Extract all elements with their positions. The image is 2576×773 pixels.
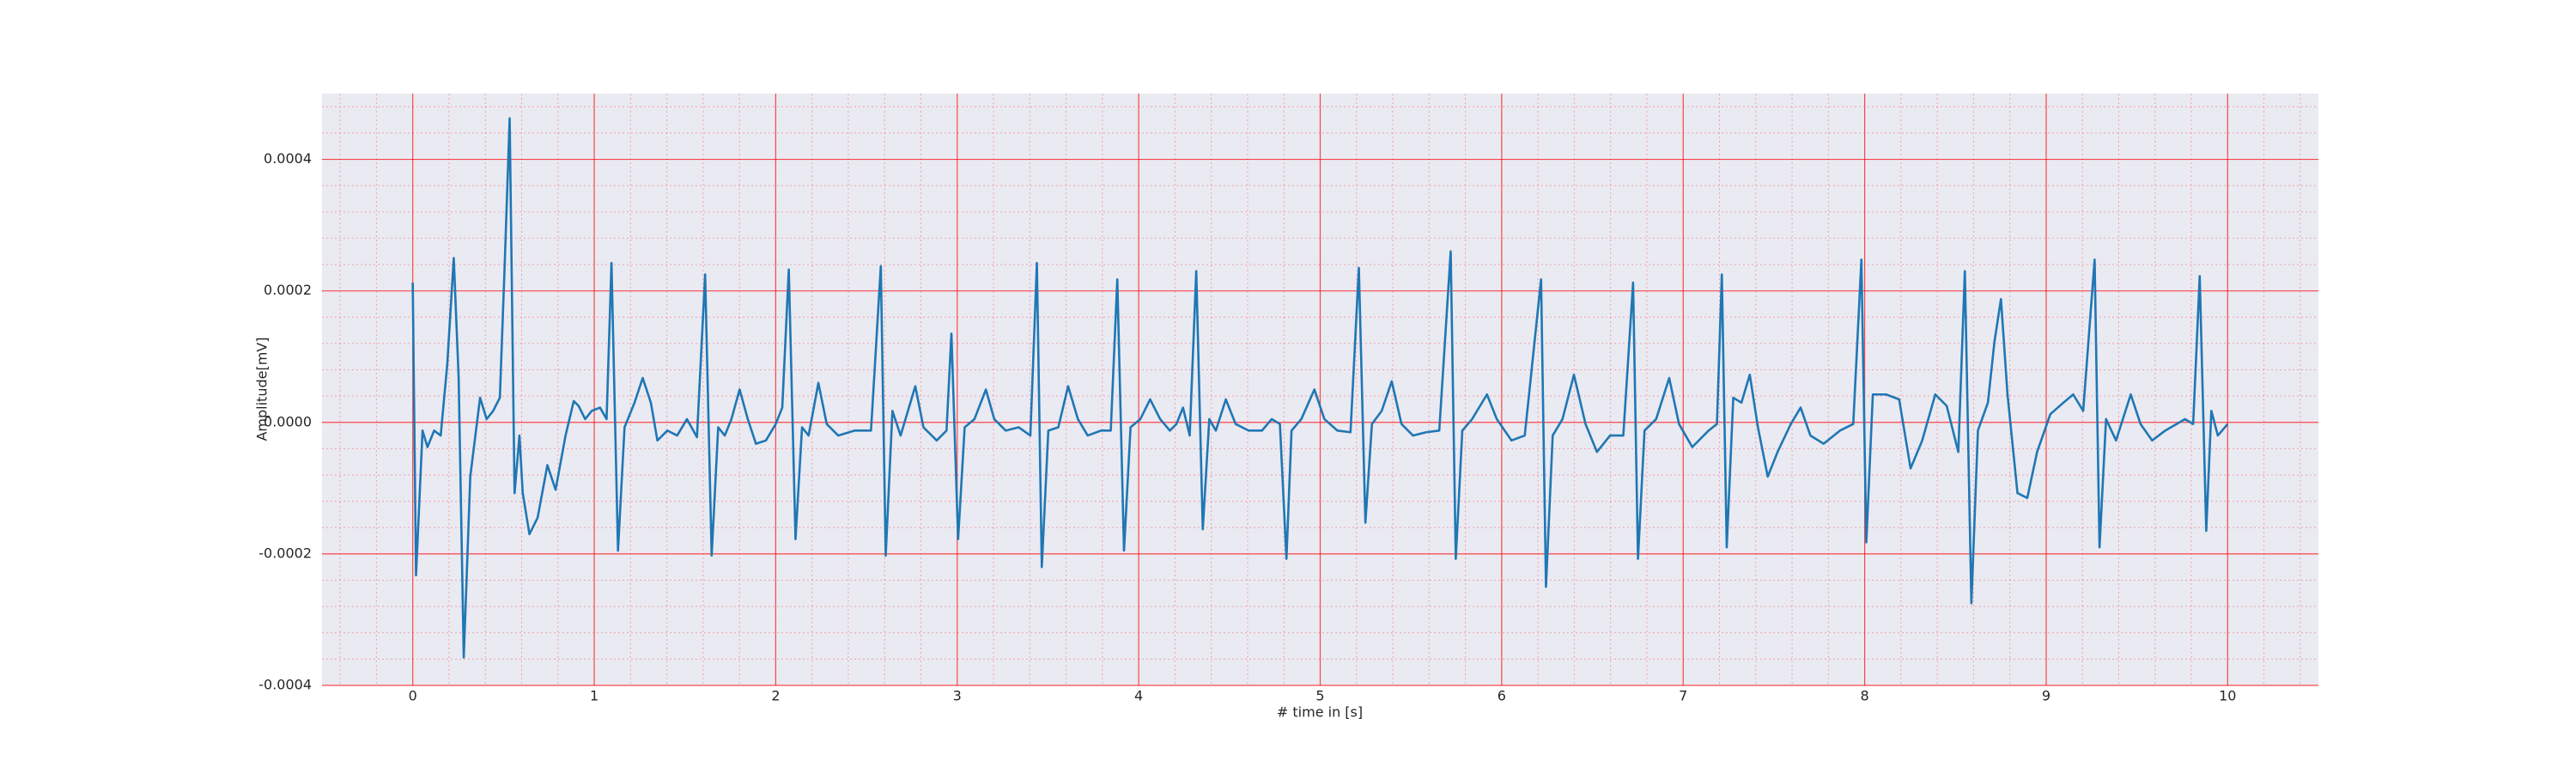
x-tick-label: 9	[2042, 688, 2050, 704]
y-tick-label: 0.0002	[264, 282, 312, 298]
major-grid	[322, 94, 2318, 686]
y-tick-label: 0.0004	[264, 150, 312, 167]
x-tick-label: 6	[1498, 688, 1506, 704]
x-tick-label: 3	[953, 688, 962, 704]
y-tick-label: -0.0004	[258, 677, 312, 693]
x-tick-label: 1	[590, 688, 598, 704]
x-tick-label: 7	[1679, 688, 1687, 704]
y-axis-label: Amplitude[mV]	[254, 337, 270, 441]
x-tick-label: 5	[1315, 688, 1324, 704]
x-tick-label: 4	[1134, 688, 1143, 704]
x-axis-label: # time in [s]	[1277, 704, 1363, 721]
y-tick-label: 0.0000	[264, 413, 312, 429]
x-tick-label: 8	[1860, 688, 1868, 704]
x-tick-label: 0	[409, 688, 417, 704]
y-tick-label: -0.0002	[258, 545, 312, 561]
x-tick-label: 2	[771, 688, 780, 704]
labels: 0 1 2 3 4 5 6 7 8 9 10 -0.0004 -0.0002 0.0000 0.0002 0.…	[258, 150, 2236, 703]
x-tick-label: 10	[2219, 688, 2236, 704]
signal-line	[411, 117, 2229, 659]
lines	[411, 117, 2229, 659]
